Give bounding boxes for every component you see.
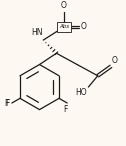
FancyBboxPatch shape (57, 22, 71, 32)
Text: Abs: Abs (59, 24, 69, 29)
Text: F: F (63, 105, 68, 114)
Text: HO: HO (75, 88, 86, 97)
Text: F: F (5, 99, 9, 108)
Text: HN: HN (31, 28, 42, 37)
Text: F: F (6, 99, 10, 108)
Text: O: O (81, 22, 87, 31)
Text: O: O (112, 57, 118, 65)
Text: O: O (61, 1, 67, 10)
